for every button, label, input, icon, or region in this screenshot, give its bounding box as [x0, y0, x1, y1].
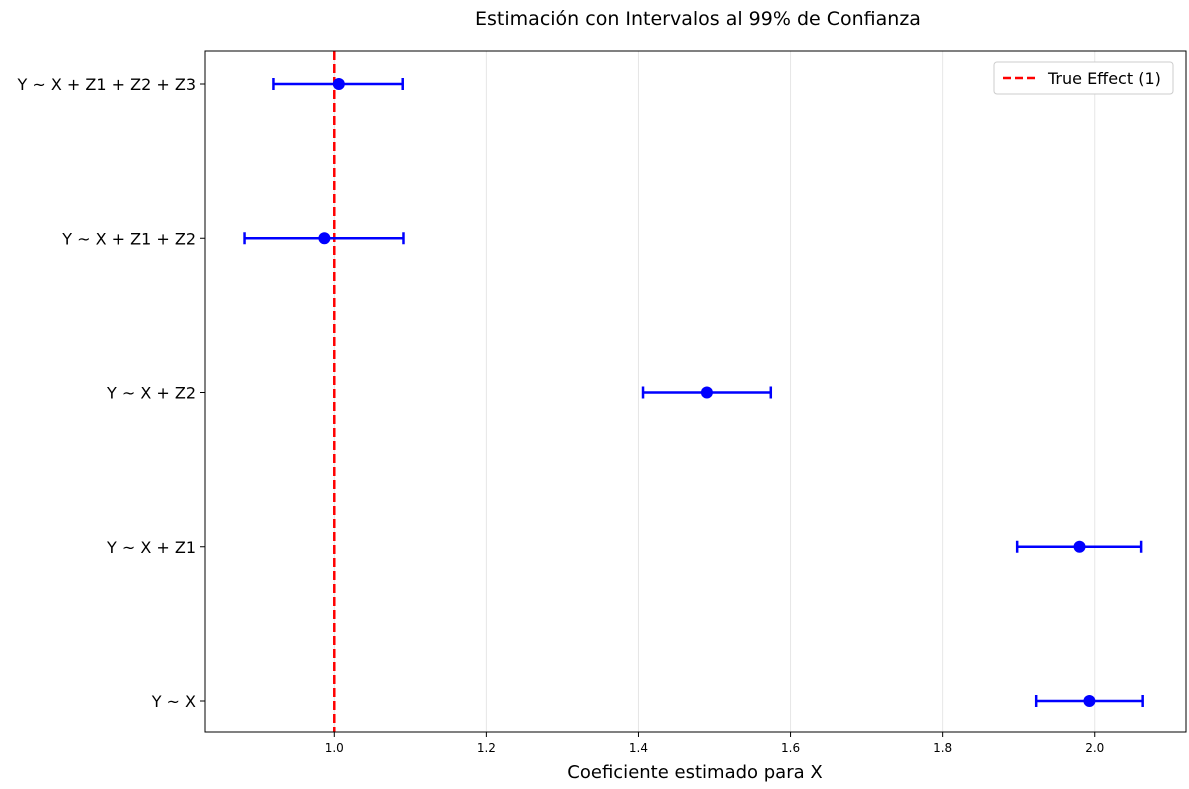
y-tick-label: Y ~ X + Z2: [106, 384, 196, 403]
legend: True Effect (1): [993, 61, 1174, 95]
x-tick-label: 1.8: [933, 741, 952, 755]
estimate-point: [1073, 540, 1086, 553]
legend-entry-true-effect: True Effect (1): [1047, 69, 1161, 88]
y-tick-label: Y ~ X + Z1 + Z2 + Z3: [17, 75, 196, 94]
y-tick-label: Y ~ X + Z1 + Z2: [61, 229, 196, 248]
x-tick-label: 1.2: [477, 741, 496, 755]
y-tick-label: Y ~ X: [151, 692, 196, 711]
x-axis-label: Coeficiente estimado para X: [567, 762, 822, 783]
grid-lines: [333, 51, 1096, 732]
y-axis-ticks: Y ~ X Y ~ X + Z1 Y ~ X + Z2 Y ~ X + Z1 + Z2…: [17, 75, 205, 711]
estimate-point: [1083, 695, 1096, 707]
x-tick-label: 1.0: [325, 741, 344, 755]
x-axis-ticks: 1.0 1.2 1.4 1.6 1.8 2.0: [325, 732, 1104, 755]
estimate-point: [332, 78, 345, 90]
chart-title: Estimación con Intervalos al 99% de Conf…: [475, 8, 921, 30]
estimates-group: [243, 78, 1144, 707]
estimate-point: [318, 232, 331, 245]
plot-area: [204, 50, 1187, 733]
x-tick-label: 1.6: [781, 741, 800, 755]
legend-frame: [993, 61, 1174, 95]
estimate-point: [700, 386, 713, 399]
y-tick-label: Y ~ X + Z1: [106, 538, 196, 557]
x-tick-label: 2.0: [1085, 741, 1104, 755]
x-tick-label: 1.4: [629, 741, 648, 755]
